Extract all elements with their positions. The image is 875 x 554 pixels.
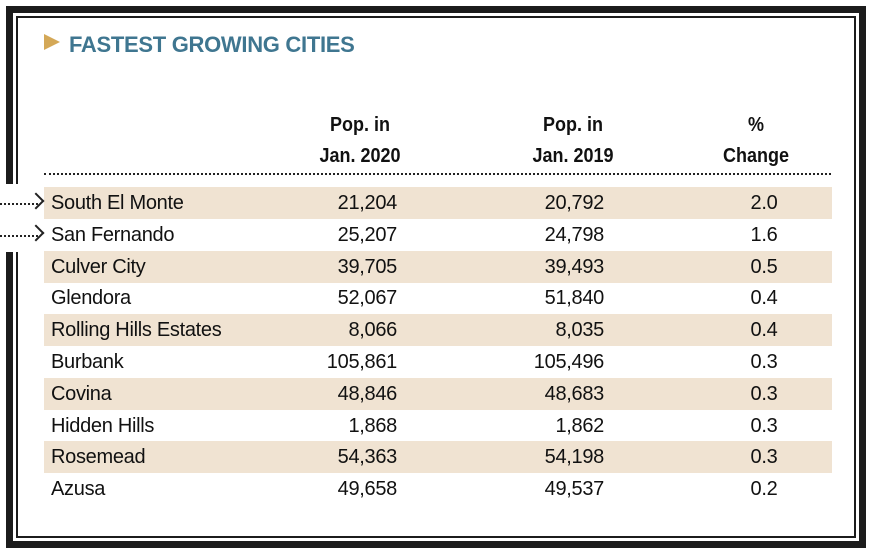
city-name: Burbank	[51, 351, 124, 373]
table-row: Rolling Hills Estates 8,066 8,035 0.4	[44, 314, 832, 347]
city-name: Hidden Hills	[51, 414, 155, 437]
pop-2019: 51,840	[544, 287, 605, 310]
outer-frame	[6, 6, 866, 548]
pop-2020: 105,861	[326, 351, 398, 373]
city-name: Azusa	[51, 478, 106, 501]
pop-2019: 24,798	[544, 223, 605, 246]
pop-2020: 52,067	[337, 287, 398, 310]
table-row: Azusa 49,658 49,537 0.2	[44, 473, 832, 505]
triangle-bullet-icon	[44, 34, 60, 50]
table-row: Covina 48,846 48,683 0.3	[44, 377, 832, 410]
percent-change: 0.2	[750, 478, 778, 501]
pop-2020: 49,658	[337, 478, 398, 501]
pop-2020: 39,705	[337, 255, 398, 278]
city-name: Rolling Hills Estates	[51, 319, 222, 342]
percent-change: 2.0	[750, 192, 778, 214]
pop-2019: 8,035	[555, 319, 604, 342]
inner-frame	[16, 16, 856, 538]
pop-2020: 1,868	[348, 414, 397, 437]
percent-change: 0.3	[750, 446, 778, 469]
percent-change: 0.3	[750, 414, 778, 437]
table-row: Glendora 52,067 51,840 0.4	[44, 282, 832, 314]
city-name: Covina	[51, 382, 112, 405]
percent-change: 0.4	[750, 319, 778, 342]
pop-2020: 21,204	[337, 192, 398, 214]
city-name: Culver City	[51, 255, 146, 278]
header-percent-change: % Change	[722, 114, 790, 167]
pop-2019: 1,862	[555, 414, 604, 437]
pop-2019: 39,493	[544, 255, 605, 278]
city-name: San Fernando	[51, 223, 175, 246]
table-row: Hidden Hills 1,868 1,862 0.3	[44, 410, 832, 442]
header-pop-2020: Pop. in Jan. 2020	[319, 114, 401, 167]
table-row: Rosemead 54,363 54,198 0.3	[44, 441, 832, 474]
panel-title: FASTEST GROWING CITIES	[69, 32, 355, 57]
table-row: South El Monte 21,204 20,792 2.0	[44, 187, 832, 219]
percent-change: 0.5	[750, 255, 778, 278]
pop-2020: 25,207	[337, 223, 398, 246]
pop-2019: 105,496	[533, 351, 605, 373]
pop-2019: 20,792	[544, 192, 605, 214]
table-row: Culver City 39,705 39,493 0.5	[44, 250, 832, 283]
pop-2019: 48,683	[544, 382, 605, 405]
pop-2020: 48,846	[337, 382, 398, 405]
pop-2020: 8,066	[348, 319, 397, 342]
city-name: Glendora	[51, 287, 131, 310]
pop-2019: 49,537	[544, 478, 605, 501]
header-pop-2019: Pop. in Jan. 2019	[532, 114, 614, 167]
table-row: San Fernando 25,207 24,798 1.6	[44, 219, 832, 251]
header-divider	[44, 173, 831, 175]
city-name: South El Monte	[51, 192, 184, 214]
percent-change: 0.3	[750, 382, 778, 405]
pop-2020: 54,363	[337, 446, 398, 469]
percent-change: 1.6	[750, 223, 778, 246]
city-name: Rosemead	[51, 446, 146, 469]
percent-change: 0.4	[750, 287, 778, 310]
percent-change: 0.3	[750, 351, 778, 373]
pop-2019: 54,198	[544, 446, 605, 469]
table-row: Burbank 105,861 105,496 0.3	[44, 346, 832, 378]
